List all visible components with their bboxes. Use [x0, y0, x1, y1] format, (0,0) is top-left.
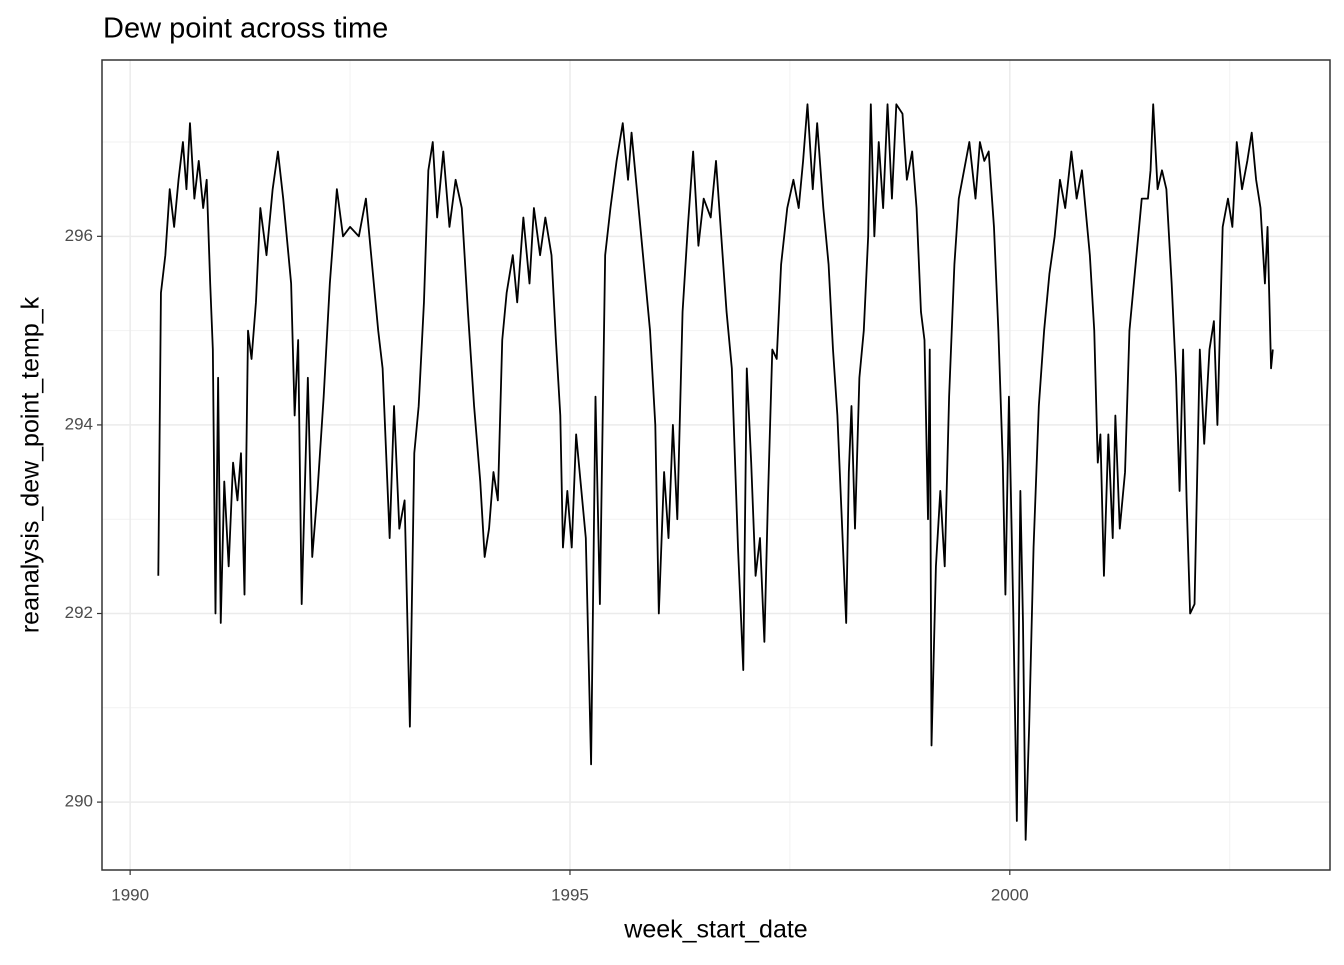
y-tick-label: 290: [65, 792, 93, 811]
chart-title: Dew point across time: [103, 13, 388, 45]
data-line: [157, 103, 1274, 841]
panel-border: [101, 59, 1331, 871]
y-axis-label: reanalysis_dew_point_temp_k: [17, 296, 45, 633]
x-tick-label: 1990: [111, 885, 149, 904]
y-tick-label: 292: [65, 603, 93, 622]
y-tick-label: 294: [65, 414, 93, 433]
x-axis-label: week_start_date: [623, 916, 807, 944]
y-tick-label: 296: [65, 226, 93, 245]
x-tick-label: 1995: [551, 885, 589, 904]
x-tick-label: 2000: [991, 885, 1029, 904]
